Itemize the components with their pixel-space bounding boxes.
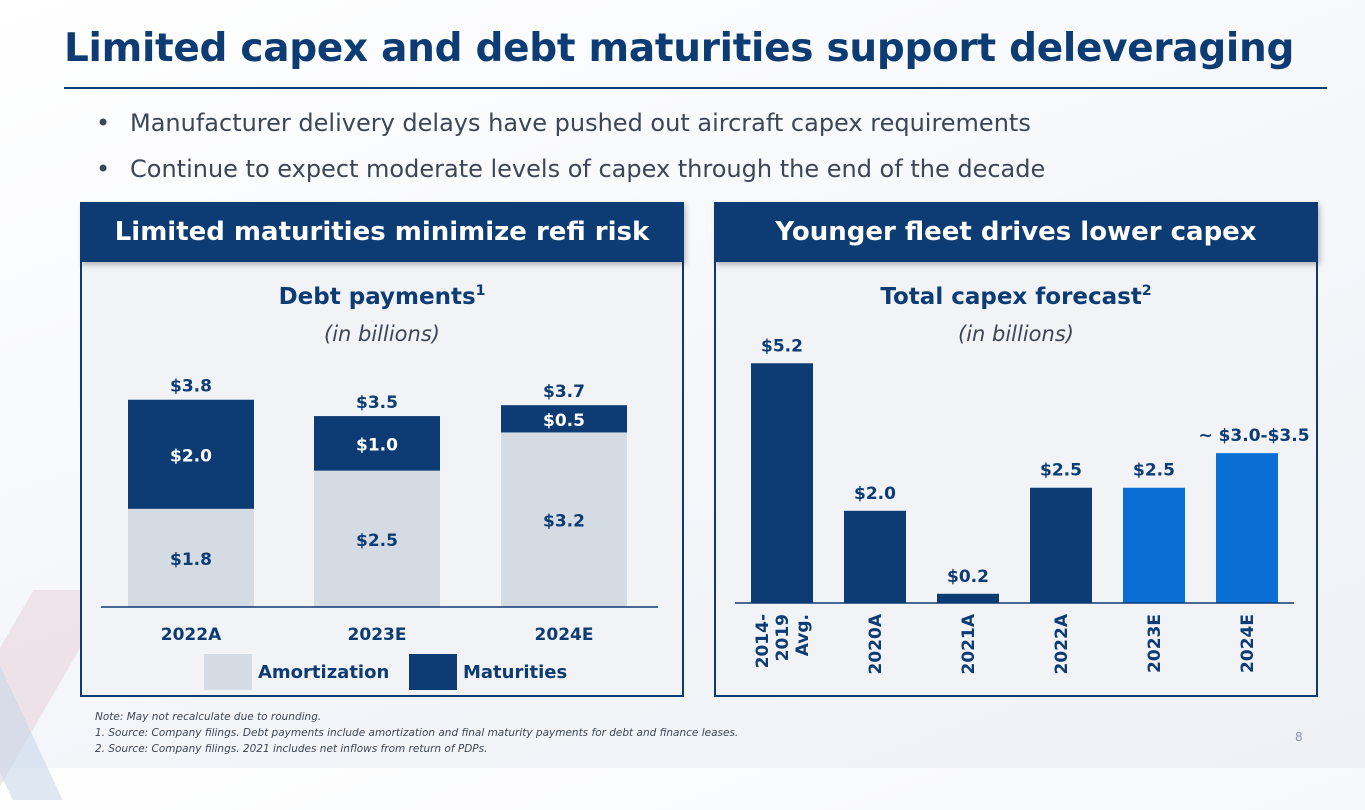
capex-value-label-2021A: $0.2: [947, 567, 989, 587]
footnote-note: Note: May not recalculate due to roundin…: [95, 711, 322, 723]
debt-chart-footnote-marker: 1: [475, 283, 486, 299]
capex-value-label-2024E: ~ $3.0-$3.5: [1198, 426, 1309, 446]
debt-value-label-amortization-2024E: $3.2: [543, 512, 585, 532]
legend-label-amortization: Amortization: [258, 661, 390, 683]
debt-payments-chart: $1.8 $2.0 $3.8 2022A $2.5 $1.0 $3.5 2023E $3.2 $0…: [101, 377, 658, 645]
debt-value-label-maturities-2022A: $2.0: [170, 446, 212, 466]
debt-bar-amortization-2023E: [314, 470, 440, 607]
bullet-text: Continue to expect moderate levels of ca…: [130, 155, 1046, 183]
page-number: 8: [1295, 730, 1303, 744]
debt-x-tick-2023E: 2023E: [348, 625, 407, 645]
capex-x-tick-2014-2019 Avg.-1: 2019: [773, 614, 793, 661]
bullet-list: • Manufacturer delivery delays have pushe…: [96, 100, 1045, 192]
footnote-1: 1. Source: Company filings. Debt payment…: [95, 727, 739, 739]
capex-panel-header: Younger fleet drives lower capex: [714, 202, 1318, 262]
bullet-item: • Continue to expect moderate levels of c…: [96, 146, 1045, 192]
debt-x-tick-2024E: 2024E: [535, 625, 594, 645]
debt-x-tick-2022A: 2022A: [161, 625, 222, 645]
footnotes: Note: May not recalculate due to roundin…: [95, 709, 738, 757]
bullet-text: Manufacturer delivery delays have pushed…: [130, 109, 1031, 137]
capex-chart-title-text: Total capex forecast: [880, 284, 1142, 310]
debt-total-label-2023E: $3.5: [356, 393, 398, 413]
legend-amortization: Amortization: [204, 654, 389, 690]
capex-value-label-2014-2019 Avg.: $5.2: [761, 336, 803, 356]
slide-title: Limited capex and debt maturities suppor…: [64, 26, 1295, 71]
capex-x-tick-2014-2019 Avg.-0: 2014-: [753, 614, 773, 668]
capex-chart-subtitle: (in billions): [958, 322, 1074, 346]
debt-chart-title: Debt payments1: [80, 283, 684, 310]
capex-chart-footnote-marker: 2: [1141, 283, 1152, 299]
debt-value-label-maturities-2024E: $0.5: [543, 411, 585, 431]
debt-value-label-maturities-2023E: $1.0: [356, 435, 398, 455]
legend-swatch-amortization: [204, 654, 252, 690]
capex-x-tick-2024E-0: 2024E: [1238, 614, 1258, 673]
debt-value-label-amortization-2022A: $1.8: [170, 550, 212, 570]
debt-bar-maturities-2022A: [128, 399, 254, 509]
capex-x-tick-2021A-0: 2021A: [959, 613, 979, 674]
title-divider: [64, 87, 1327, 89]
capex-value-label-2020A: $2.0: [854, 484, 896, 504]
debt-total-label-2024E: $3.7: [543, 382, 585, 402]
capex-value-label-2023E: $2.5: [1133, 461, 1175, 481]
capex-bar-2023E: [1123, 487, 1185, 603]
capex-bar-2020A: [844, 510, 906, 603]
footnote-2: 2. Source: Company filings. 2021 include…: [95, 743, 488, 755]
capex-value-label-2022A: $2.5: [1040, 461, 1082, 481]
capex-x-tick-2020A-0: 2020A: [866, 613, 886, 674]
debt-panel-header: Limited maturities minimize refi risk: [80, 202, 684, 262]
bullet-item: • Manufacturer delivery delays have pushe…: [96, 100, 1045, 146]
capex-x-tick-2014-2019 Avg.-2: Avg.: [793, 614, 813, 656]
debt-chart-title-text: Debt payments: [278, 284, 476, 310]
debt-bar-amortization-2022A: [128, 508, 254, 607]
capex-x-tick-2023E-0: 2023E: [1145, 614, 1165, 673]
legend-maturities: Maturities: [409, 654, 567, 690]
capex-bar-2024E: [1216, 453, 1278, 603]
debt-chart-subtitle: (in billions): [324, 322, 440, 346]
capex-bar-2014-2019 Avg.: [751, 363, 813, 603]
debt-bar-maturities-2023E: [314, 416, 440, 471]
capex-x-tick-2022A-0: 2022A: [1052, 613, 1072, 674]
debt-bar-maturities-2024E: [501, 405, 627, 433]
capex-forecast-chart: $5.2 2014- 2019 Avg. $2.0 2020A $0.2 2021A $2.5 2…: [735, 336, 1310, 674]
legend-swatch-maturities: [409, 654, 457, 690]
capex-bar-2021A: [937, 593, 999, 603]
debt-total-label-2022A: $3.8: [170, 377, 212, 397]
bullet-icon: •: [96, 155, 111, 183]
capex-chart-title: Total capex forecast2: [714, 283, 1318, 310]
debt-value-label-amortization-2023E: $2.5: [356, 531, 398, 551]
debt-bar-amortization-2024E: [501, 432, 627, 607]
legend-label-maturities: Maturities: [463, 661, 568, 683]
capex-bar-2022A: [1030, 487, 1092, 603]
bullet-icon: •: [96, 109, 111, 137]
